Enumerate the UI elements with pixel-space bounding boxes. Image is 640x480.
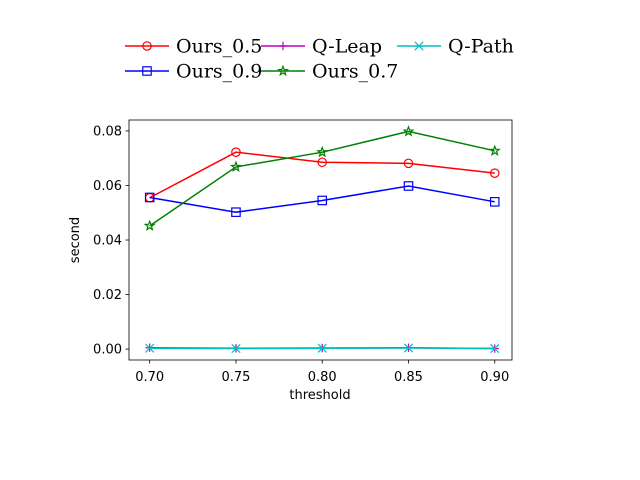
- legend-label: Q-Path: [448, 36, 514, 58]
- data-point-q-path: [145, 343, 155, 353]
- data-point-q-path: [231, 343, 241, 354]
- series-line-ours-0-9: [149, 185, 495, 213]
- x-axis-label: threshold: [289, 388, 350, 403]
- legend-item-ours-0-5: Ours_0.5: [125, 36, 262, 58]
- y-axis-label: second: [68, 217, 83, 263]
- data-point-ours-0-9: [403, 181, 414, 191]
- series-line-ours-0-7: [149, 130, 495, 227]
- data-point-ours-0-5: [403, 158, 414, 169]
- data-point-q-path: [490, 343, 500, 354]
- legend-marker: [142, 66, 152, 76]
- legend-item-q-path: Q-Path: [397, 36, 514, 58]
- legend-marker: [276, 64, 290, 77]
- x-tick-label: 0.75: [221, 370, 250, 385]
- data-point-q-path: [403, 343, 414, 353]
- legend-marker: [278, 41, 288, 51]
- y-tick-label: 0.08: [93, 124, 122, 139]
- legend-label: Q-Leap: [312, 36, 382, 58]
- legend-item-q-leap: Q-Leap: [261, 36, 382, 58]
- legend-label: Ours_0.7: [312, 61, 398, 83]
- legend-item-ours-0-7: Ours_0.7: [261, 61, 398, 83]
- legend-label: Ours_0.9: [176, 61, 262, 83]
- data-point-ours-0-5: [231, 147, 241, 157]
- data-point-ours-0-7: [402, 125, 415, 137]
- x-tick-label: 0.70: [135, 370, 164, 385]
- x-tick-label: 0.90: [480, 370, 509, 385]
- data-point-ours-0-9: [144, 192, 155, 203]
- y-tick-label: 0.06: [93, 179, 122, 194]
- data-point-ours-0-9: [489, 197, 500, 207]
- x-tick-label: 0.80: [308, 370, 337, 385]
- y-tick-label: 0.00: [93, 343, 122, 358]
- legend-marker: [414, 41, 424, 51]
- data-point-ours-0-7: [229, 160, 243, 173]
- data-point-q-path: [317, 343, 327, 353]
- data-point-ours-0-5: [489, 168, 500, 178]
- data-point-ours-0-7: [316, 145, 329, 158]
- y-tick-label: 0.02: [93, 288, 122, 303]
- plot-area: 0.00 0.02 0.04 0.06 0.08 0.70 0.75 0.80 0.85 0.90: [93, 119, 513, 385]
- data-point-ours-0-5: [317, 157, 328, 168]
- axes-frame: [128, 119, 513, 361]
- x-tick-label: 0.85: [394, 370, 423, 385]
- y-tick-label: 0.04: [93, 234, 122, 249]
- data-point-ours-0-9: [231, 207, 241, 217]
- legend-label: Ours_0.5: [176, 36, 262, 58]
- legend-item-ours-0-9: Ours_0.9: [125, 61, 262, 83]
- legend-marker: [142, 41, 152, 51]
- data-point-ours-0-9: [317, 195, 328, 206]
- series-line-ours-0-5: [149, 151, 495, 199]
- legend: Ours_0.5 Ours_0.9 Q-Leap Ours_0.7 Q-Path: [125, 36, 514, 83]
- data-point-ours-0-7: [143, 219, 156, 231]
- data-point-ours-0-7: [488, 144, 501, 156]
